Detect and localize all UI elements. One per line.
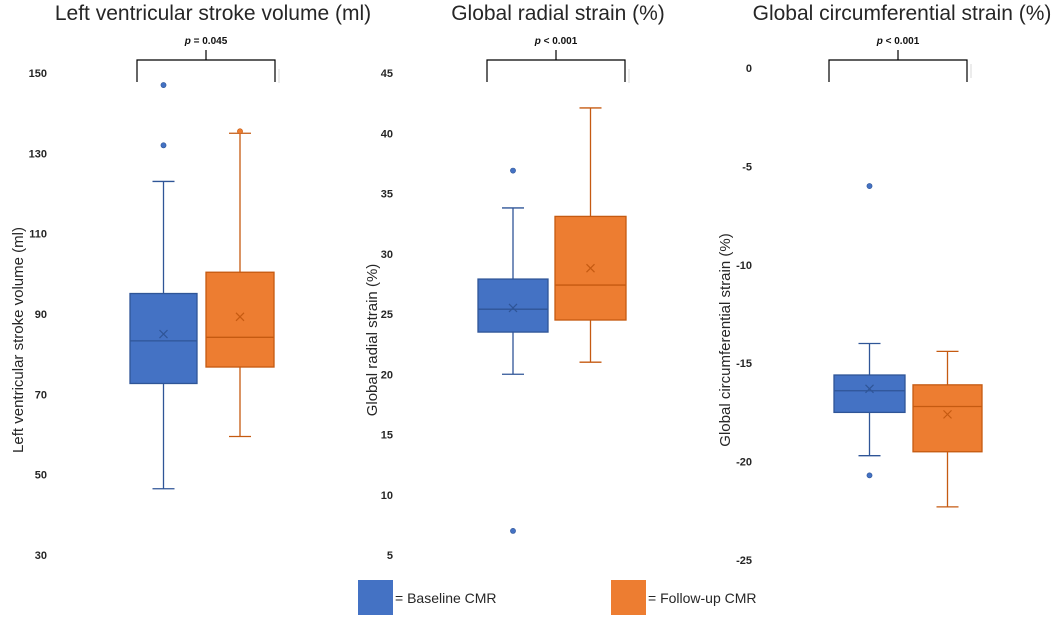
- mean-marker: [159, 329, 168, 339]
- chart-panel-3: Global circumferential strain (%) -25 -20 -…: [717, 2, 1051, 567]
- p-symbol: p: [534, 36, 541, 47]
- y-tick-label: 70: [35, 389, 47, 401]
- outlier-point: [237, 128, 243, 135]
- legend-label: = Follow-up CMR: [648, 590, 757, 606]
- box-followup: [912, 350, 983, 508]
- p-value-label: p < 0.001: [534, 36, 578, 47]
- box-iqr: [833, 374, 906, 414]
- p-value-text: < 0.001: [541, 36, 578, 47]
- mean-marker: [943, 409, 952, 419]
- p-value-label: p < 0.001: [876, 36, 920, 47]
- y-tick-label: 15: [381, 430, 393, 442]
- p-value-text: = 0.045: [191, 36, 228, 47]
- y-tick-label: 0: [746, 63, 752, 75]
- box-baseline: [477, 167, 549, 534]
- legend-label: = Baseline CMR: [395, 590, 497, 606]
- box-baseline: [129, 82, 198, 490]
- outlier-point: [510, 528, 516, 534]
- y-tick-label: 25: [381, 309, 393, 321]
- chart-title: Global radial strain (%): [451, 2, 665, 25]
- significance-bracket: [486, 50, 626, 82]
- y-tick-label: -20: [736, 457, 752, 469]
- y-tick-label: -25: [736, 555, 752, 567]
- y-axis-label: Global radial strain (%): [364, 264, 381, 417]
- y-tick-label: -10: [736, 260, 752, 272]
- outlier-point: [866, 183, 873, 189]
- chart-title: Global circumferential strain (%): [753, 2, 1052, 25]
- box-baseline: [833, 183, 906, 479]
- y-tick-label: 90: [35, 309, 47, 321]
- box-followup: [205, 128, 275, 438]
- legend: = Baseline CMR = Follow-up CMR: [358, 580, 757, 615]
- chart-panel-2: Global radial strain (%) 5 10 15 20 25 30 35 40 4…: [364, 2, 665, 562]
- significance-bracket: [136, 50, 276, 82]
- y-tick-label: -15: [736, 358, 752, 370]
- chart-panel-1: Left ventricular stroke volume (ml) 30 50 7…: [10, 2, 371, 562]
- chart-title: Left ventricular stroke volume (ml): [55, 2, 371, 25]
- box-followup: [554, 107, 627, 363]
- y-tick-label: 50: [35, 470, 47, 482]
- y-tick-label: 45: [381, 68, 393, 80]
- mean-marker: [508, 303, 518, 313]
- y-tick-label: 130: [29, 148, 47, 160]
- y-axis-label: Global circumferential strain (%): [717, 233, 734, 446]
- y-tick-label: 110: [29, 229, 47, 241]
- outlier-point: [866, 472, 873, 479]
- y-tick-label: 150: [29, 68, 47, 80]
- box-iqr: [912, 384, 983, 453]
- mean-marker: [586, 263, 595, 273]
- outlier-point: [510, 167, 516, 174]
- y-tick-label: -5: [742, 161, 752, 173]
- significance-bracket: [828, 50, 968, 82]
- box-iqr: [477, 278, 549, 333]
- y-tick-label: 5: [387, 550, 393, 562]
- mean-marker: [865, 384, 874, 394]
- p-symbol: p: [184, 36, 191, 47]
- y-tick-label: 30: [381, 249, 393, 261]
- y-tick-label: 35: [381, 189, 393, 201]
- legend-swatch: [611, 580, 646, 615]
- mean-marker: [235, 312, 245, 322]
- box-iqr: [205, 271, 275, 368]
- y-tick-label: 10: [381, 490, 393, 502]
- y-tick-label: 30: [35, 550, 47, 562]
- box-iqr: [129, 292, 198, 385]
- y-tick-label: 20: [381, 369, 393, 381]
- p-value-text: < 0.001: [883, 36, 920, 47]
- p-symbol: p: [876, 36, 883, 47]
- y-axis-label: Left ventricular stroke volume (ml): [10, 227, 27, 453]
- y-tick-label: 40: [381, 128, 393, 140]
- outlier-point: [160, 82, 167, 88]
- p-value-label: p = 0.045: [184, 36, 228, 47]
- outlier-point: [160, 142, 167, 149]
- legend-swatch: [358, 580, 393, 615]
